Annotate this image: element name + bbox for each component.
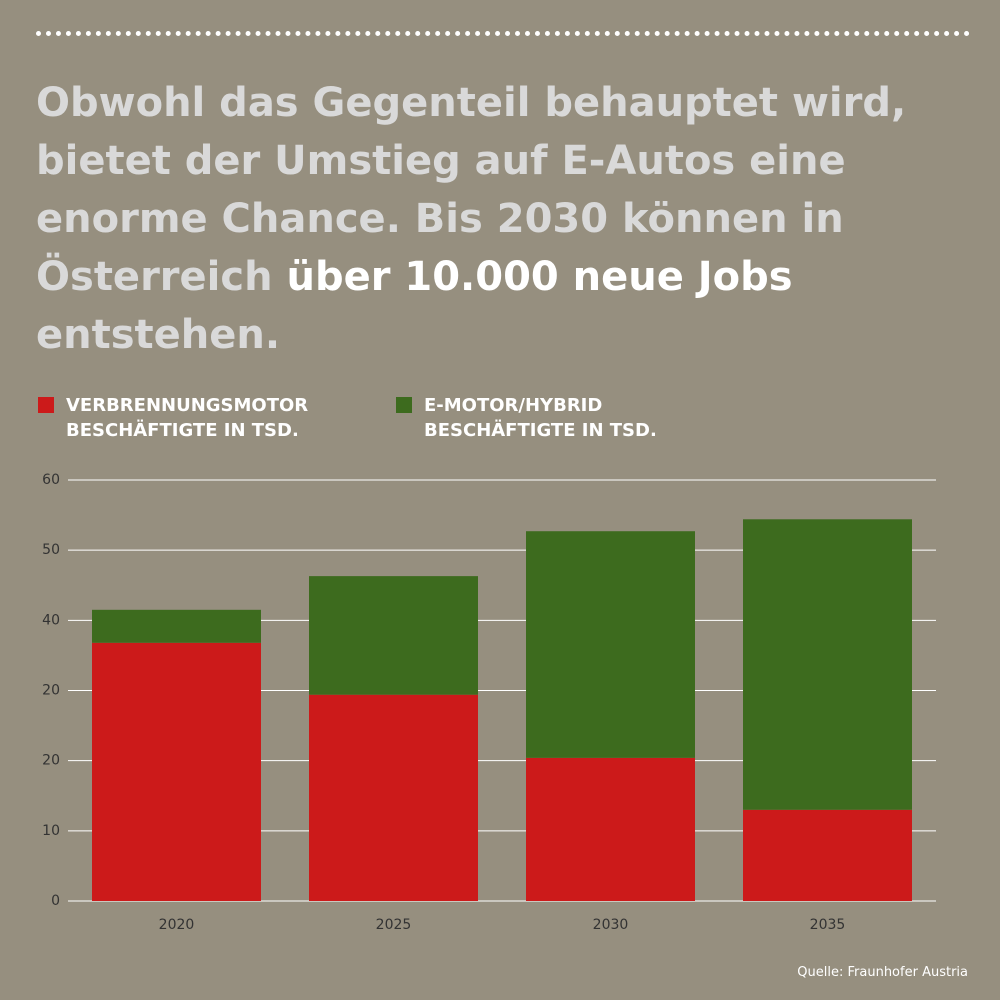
bar-segment xyxy=(92,609,261,643)
bar-segment xyxy=(743,519,912,810)
bar-segment xyxy=(92,642,261,901)
bar-segment xyxy=(526,531,695,758)
title-part: Obwohl das Gegenteil behauptet wird, bie… xyxy=(36,80,907,300)
legend-label: VERBRENNUNGSMOTOR BESCHÄFTIGTE IN TSD. xyxy=(66,395,309,441)
x-tick-label: 2020 xyxy=(159,917,195,933)
title-part: entstehen. xyxy=(36,312,281,358)
title-highlight: über 10.000 neue Jobs xyxy=(286,254,793,300)
legend-label: E-MOTOR/HYBRID BESCHÄFTIGTE IN TSD. xyxy=(424,395,657,441)
y-tick-label: 0 xyxy=(51,893,60,909)
y-tick-label: 10 xyxy=(42,823,60,839)
dotted-rule xyxy=(36,31,970,36)
legend-swatch xyxy=(38,397,54,413)
bar-segment xyxy=(743,809,912,901)
legend-item: VERBRENNUNGSMOTOR BESCHÄFTIGTE IN TSD. xyxy=(38,393,356,443)
x-tick-label: 2030 xyxy=(593,917,629,933)
y-tick-label: 60 xyxy=(42,472,60,488)
x-tick-label: 2025 xyxy=(376,917,412,933)
x-tick-label: 2035 xyxy=(810,917,846,933)
y-tick-label: 50 xyxy=(42,542,60,558)
bar-segment xyxy=(309,576,478,695)
bar-segment xyxy=(309,694,478,901)
y-tick-label: 20 xyxy=(42,753,60,769)
legend-swatch xyxy=(396,397,412,413)
y-tick-label: 40 xyxy=(42,612,60,628)
y-tick-label: 20 xyxy=(42,683,60,699)
source: Quelle: Fraunhofer Austria xyxy=(797,965,968,980)
bar-segment xyxy=(526,757,695,901)
legend-item: E-MOTOR/HYBRID BESCHÄFTIGTE IN TSD. xyxy=(396,393,714,443)
chart-title: Obwohl das Gegenteil behauptet wird, bie… xyxy=(36,74,976,364)
